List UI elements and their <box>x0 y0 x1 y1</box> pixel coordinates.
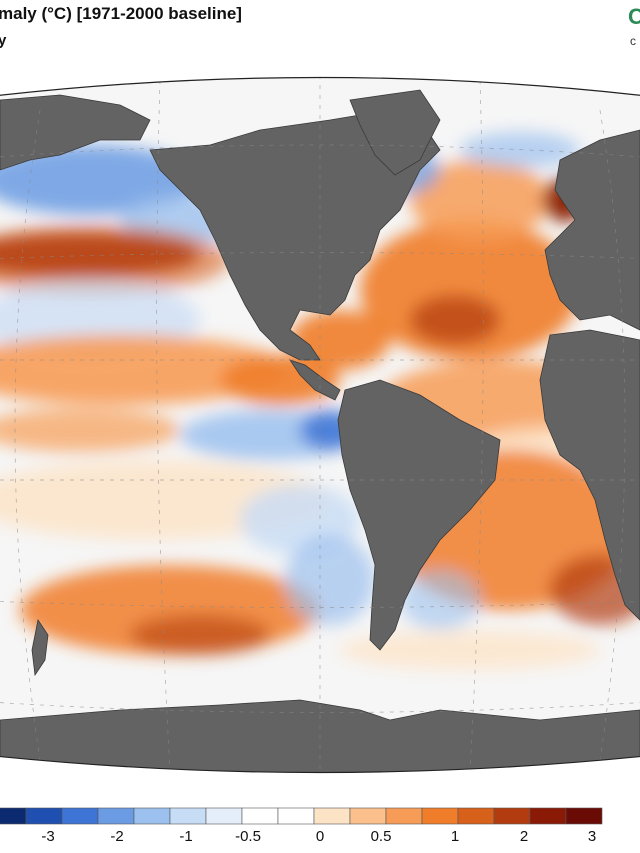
colorbar-segment <box>169 807 207 825</box>
sst-anomaly-map <box>0 76 640 774</box>
colorbar-segment <box>0 807 27 825</box>
colorbar-tick-label: 3 <box>587 828 597 845</box>
colorbar-segment <box>565 807 603 825</box>
colorbar-tick-label: -0.5 <box>235 828 261 845</box>
colorbar-segment <box>97 807 135 825</box>
land-south-america <box>337 379 501 651</box>
colorbar-segment <box>421 807 459 825</box>
map-border <box>0 76 640 774</box>
brand-logo-sub: c <box>630 34 636 48</box>
colorbar-tick-label: 0.5 <box>370 828 392 845</box>
map-title: maly (°C) [1971-2000 baseline] <box>0 4 242 23</box>
land-alaska <box>0 94 151 171</box>
colorbar-segment <box>457 807 495 825</box>
colorbar-segment <box>241 807 279 825</box>
colorbar-tick-label: 2 <box>519 828 529 845</box>
brand-logo: C <box>628 4 640 29</box>
colorbar-segment <box>313 807 351 825</box>
colorbar-segment <box>277 807 315 825</box>
colorbar-tick-label: 0 <box>315 828 325 845</box>
land-africa <box>539 329 640 621</box>
land-central-america <box>289 359 341 401</box>
land-new-zealand <box>31 618 49 677</box>
colorbar-segment <box>349 807 387 825</box>
colorbar-segment <box>205 807 243 825</box>
land-europe <box>544 129 640 331</box>
colorbar-segment <box>61 807 99 825</box>
colorbar-segment <box>25 807 63 825</box>
colorbar-tick-label: -1 <box>179 828 193 845</box>
colorbar-segment <box>385 807 423 825</box>
colorbar-segment <box>529 807 567 825</box>
graticule <box>0 77 640 773</box>
colorbar-tick-label: 1 <box>450 828 460 845</box>
land-greenland <box>349 89 441 176</box>
colorbar-segment <box>133 807 171 825</box>
colorbar <box>0 807 603 825</box>
map-subtitle: y <box>0 32 7 49</box>
colorbar-tick-label: -3 <box>41 828 55 845</box>
colorbar-tick-label: -2 <box>110 828 124 845</box>
anomaly-gulf-of-alaska-cool <box>0 145 200 215</box>
colorbar-segment <box>493 807 531 825</box>
